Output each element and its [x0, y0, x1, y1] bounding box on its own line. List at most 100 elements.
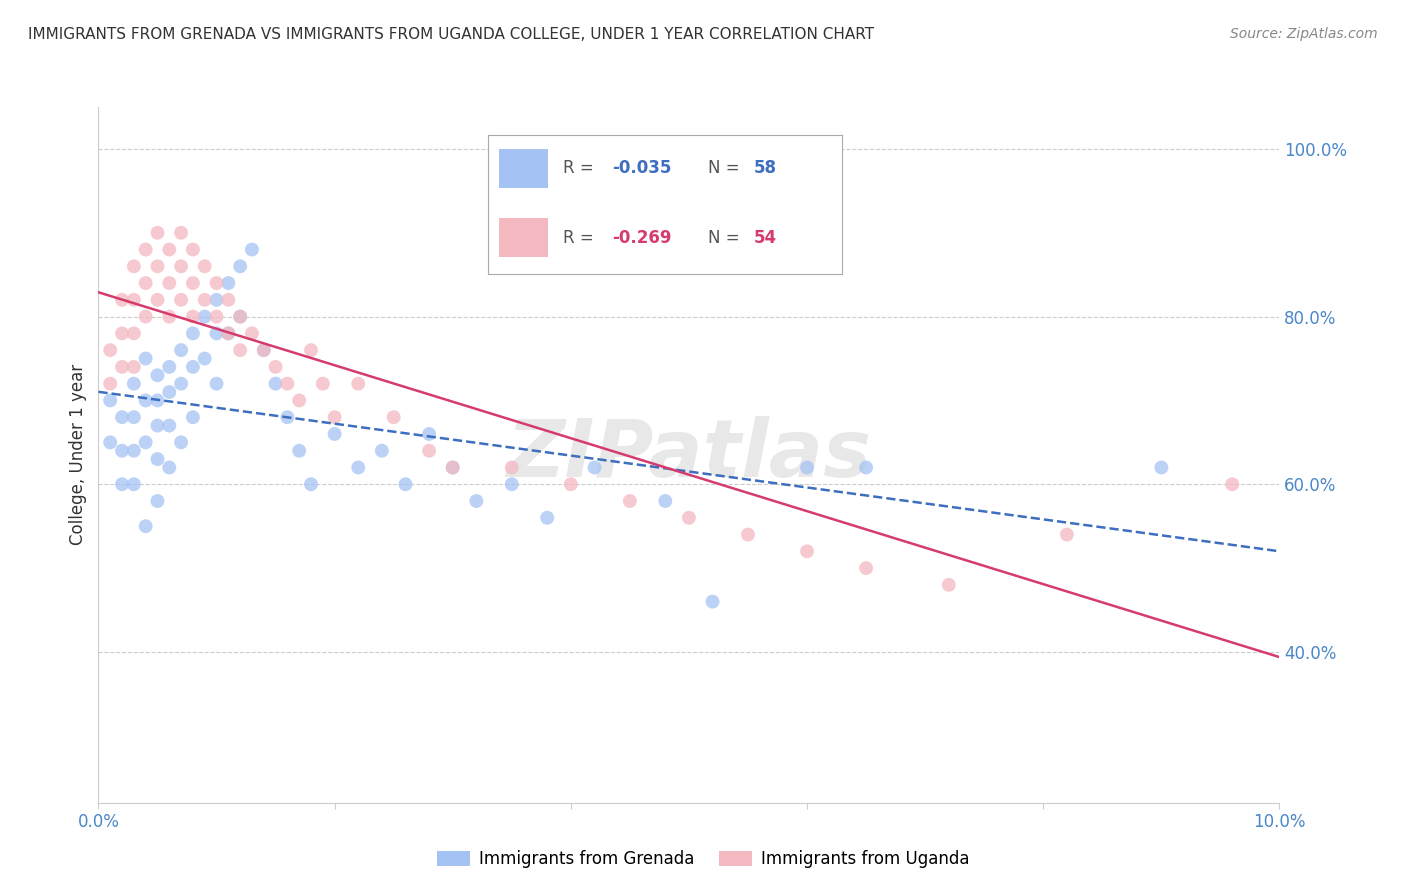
Point	[205, 276, 228, 290]
Point	[146, 418, 169, 433]
Point	[122, 477, 145, 491]
Point	[170, 376, 193, 391]
Point	[229, 310, 252, 324]
Point	[702, 594, 724, 608]
Point	[253, 343, 276, 358]
Point	[135, 519, 157, 533]
Point	[796, 544, 818, 558]
Point	[217, 326, 239, 341]
Point	[181, 243, 204, 257]
Point	[678, 510, 700, 524]
Point	[181, 326, 204, 341]
Point	[170, 260, 193, 274]
Point	[146, 260, 169, 274]
Point	[855, 561, 877, 575]
Point	[181, 276, 204, 290]
Legend: Immigrants from Grenada, Immigrants from Uganda: Immigrants from Grenada, Immigrants from…	[430, 844, 976, 875]
Point	[855, 460, 877, 475]
Point	[240, 326, 263, 341]
Point	[288, 393, 311, 408]
Point	[299, 477, 322, 491]
Point	[264, 359, 287, 374]
Point	[122, 410, 145, 425]
Point	[111, 443, 134, 458]
Point	[170, 226, 193, 240]
Point	[98, 343, 121, 358]
Point	[217, 326, 239, 341]
Point	[418, 427, 440, 442]
Point	[111, 477, 134, 491]
Point	[157, 243, 180, 257]
Point	[205, 310, 228, 324]
Point	[146, 452, 169, 467]
Point	[465, 494, 488, 508]
Point	[181, 359, 204, 374]
Point	[146, 226, 169, 240]
Point	[217, 276, 239, 290]
Point	[501, 460, 523, 475]
Point	[938, 578, 960, 592]
Point	[111, 410, 134, 425]
Point	[1150, 460, 1173, 475]
Point	[135, 243, 157, 257]
Point	[194, 351, 217, 366]
Point	[194, 310, 217, 324]
Point	[1056, 527, 1078, 541]
Point	[157, 418, 180, 433]
Point	[122, 260, 145, 274]
Point	[536, 510, 558, 524]
Point	[135, 276, 157, 290]
Point	[157, 276, 180, 290]
Point	[654, 494, 676, 508]
Point	[312, 376, 335, 391]
Point	[418, 443, 440, 458]
Point	[135, 310, 157, 324]
Point	[146, 393, 169, 408]
Point	[347, 460, 370, 475]
Point	[170, 343, 193, 358]
Y-axis label: College, Under 1 year: College, Under 1 year	[69, 364, 87, 546]
Point	[619, 494, 641, 508]
Point	[146, 368, 169, 383]
Point	[737, 527, 759, 541]
Point	[170, 435, 193, 450]
Point	[323, 410, 346, 425]
Point	[170, 293, 193, 307]
Point	[146, 293, 169, 307]
Point	[122, 376, 145, 391]
Point	[347, 376, 370, 391]
Point	[111, 293, 134, 307]
Point	[371, 443, 394, 458]
Point	[135, 351, 157, 366]
Point	[205, 293, 228, 307]
Point	[796, 460, 818, 475]
Point	[501, 477, 523, 491]
Point	[441, 460, 464, 475]
Point	[122, 443, 145, 458]
Point	[299, 343, 322, 358]
Point	[394, 477, 416, 491]
Point	[560, 477, 582, 491]
Point	[135, 393, 157, 408]
Text: ZIPatlas: ZIPatlas	[506, 416, 872, 494]
Point	[157, 460, 180, 475]
Point	[229, 310, 252, 324]
Point	[98, 376, 121, 391]
Point	[98, 393, 121, 408]
Point	[382, 410, 405, 425]
Point	[194, 293, 217, 307]
Point	[157, 359, 180, 374]
Point	[146, 494, 169, 508]
Point	[229, 343, 252, 358]
Point	[135, 435, 157, 450]
Point	[181, 410, 204, 425]
Point	[276, 376, 298, 391]
Point	[288, 443, 311, 458]
Point	[217, 293, 239, 307]
Point	[583, 460, 606, 475]
Point	[441, 460, 464, 475]
Point	[1220, 477, 1243, 491]
Point	[122, 293, 145, 307]
Point	[194, 260, 217, 274]
Point	[111, 359, 134, 374]
